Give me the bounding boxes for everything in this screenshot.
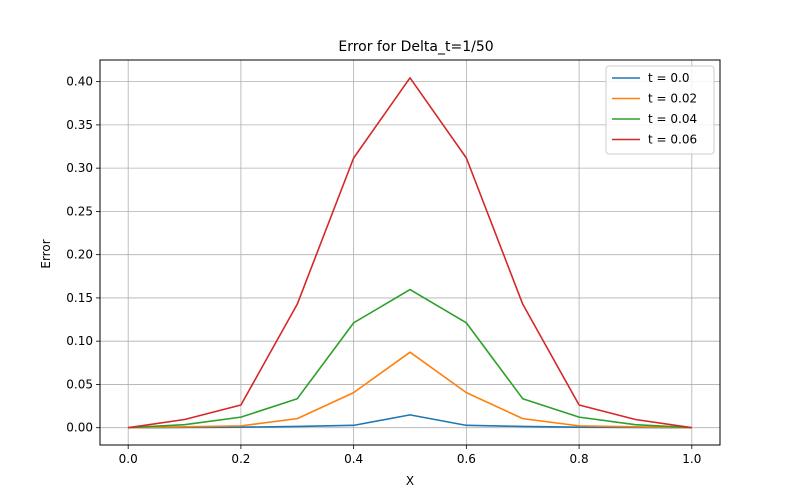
x-axis-label: X	[406, 474, 414, 488]
legend-label-3: t = 0.06	[648, 133, 697, 147]
y-axis: 0.00 0.05 0.10 0.15 0.20 0.25 0.30 0.35 0.40	[66, 75, 100, 435]
plot-frame	[99, 59, 721, 446]
legend: t = 0.0 t = 0.02 t = 0.04 t = 0.06	[605, 65, 715, 155]
series-layer	[128, 77, 692, 429]
series-line-0	[128, 414, 692, 429]
y-tick-label: 0.05	[66, 377, 93, 391]
y-tick-label: 0.25	[66, 204, 93, 218]
x-tick-label: 0.4	[344, 452, 363, 466]
x-tick-label: 0.2	[231, 452, 250, 466]
y-tick-label: 0.00	[66, 421, 93, 435]
legend-label-2: t = 0.04	[648, 112, 697, 126]
y-axis-label: Error	[39, 239, 53, 268]
legend-label-1: t = 0.02	[648, 92, 697, 106]
x-tick-label: 0.6	[457, 452, 476, 466]
legend-label-0: t = 0.0	[648, 71, 689, 85]
x-tick-label: 0.0	[119, 452, 138, 466]
y-tick-label: 0.35	[66, 118, 93, 132]
y-tick-label: 0.40	[66, 75, 93, 89]
y-tick-label: 0.10	[66, 334, 93, 348]
y-tick-label: 0.20	[66, 248, 93, 262]
x-tick-label: 0.8	[570, 452, 589, 466]
series-line-3	[128, 77, 692, 429]
chart-title: Error for Delta_t=1/50	[338, 39, 493, 55]
legend-box	[605, 65, 715, 155]
x-axis: 0.0 0.2 0.4 0.6 0.8 1.0	[119, 445, 701, 466]
series-line-1	[128, 351, 692, 429]
x-tick-label: 1.0	[682, 452, 701, 466]
y-tick-label: 0.30	[66, 161, 93, 175]
series-line-2	[128, 288, 692, 429]
y-tick-label: 0.15	[66, 291, 93, 305]
